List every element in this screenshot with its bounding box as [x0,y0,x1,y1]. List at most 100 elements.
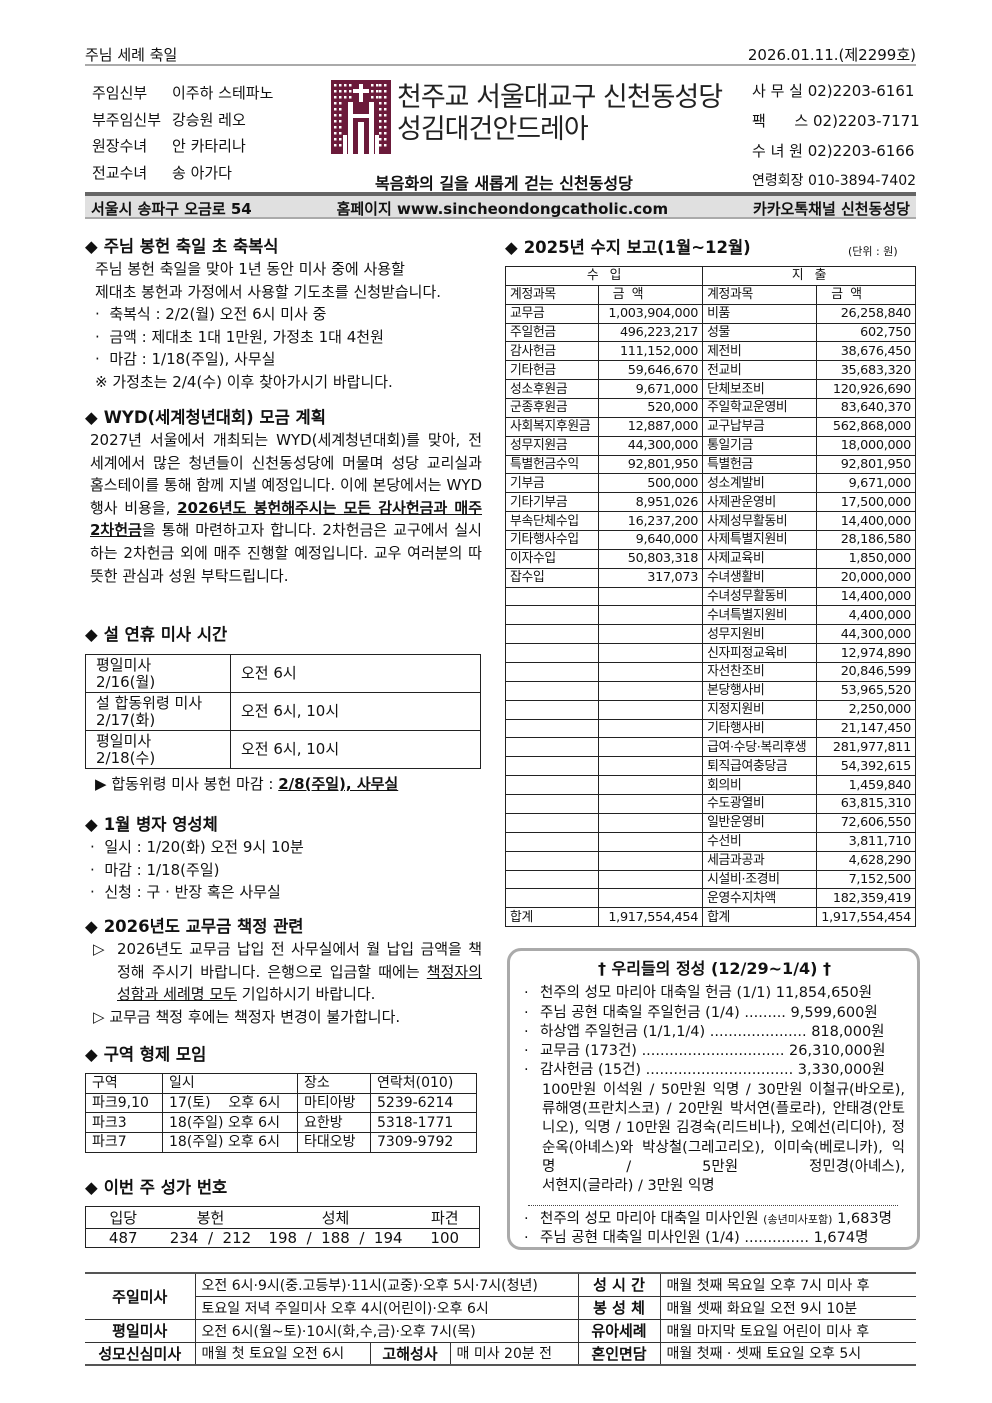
triangle-outline-icon: ▷ [93,1007,105,1026]
finance-unit: (단위 : 원) [848,245,898,258]
table-row: 본당행사비 53,965,520 [505,680,916,701]
table-row: 급여·수당·복리후생 281,977,811 [505,737,916,758]
table-row: 주일헌금 496,223,217 성물 602,750 [505,322,916,343]
income-account [505,699,599,720]
item-text: 천주의 성모 마리아 대축일 헌금 (1/1) 11,854,650원 [540,985,873,1002]
expense-amount: 4,628,290 [816,850,916,871]
income-account [505,869,599,890]
list-item: · 마감 : 1/18(주일), 사무실 [95,350,276,369]
table-row: 특별헌금수익 92,801,950 특별헌금 92,801,950 [505,454,916,475]
district-cell: 타대오방 [297,1132,371,1153]
income-account: 기타행사수입 [505,530,599,550]
list-item: · 주님 공현 대축일 미사인원 (1/4) .............. 1,6… [524,1229,869,1246]
section-heading: ◆ 설 연휴 미사 시간 [85,625,228,644]
income-amount [597,888,704,909]
issue-date: 2026.01.11.(제2299호) [747,46,916,64]
table-row: 평일미사 2/16(월) 오전 6시 [85,654,481,693]
table-row: 시설비·조경비 7,152,500 [505,869,916,890]
expense-account: 기타행사비 [702,718,818,739]
expense-amount: 72,606,550 [816,812,916,833]
district-cell: 파크3 [85,1112,163,1134]
contact-item: 사 무 실 02)2203-6161 [752,82,915,100]
expense-account: 수선비 [702,831,818,852]
section-heading: ◆ 주님 봉헌 축일 초 축복식 [85,237,279,256]
district-cell: 5318-1771 [370,1112,477,1134]
church-logo-icon [331,80,391,154]
expense-amount: 21,147,450 [816,718,916,739]
income-account: 감사헌금 [505,341,599,362]
expense-amount: 17,500,000 [816,492,916,513]
table-row: 수녀특별지원비 4,400,000 [505,605,916,626]
item-text: 교무금 (173건) .............................… [540,1043,886,1060]
income-account: 사회복지후원금 [505,416,599,437]
income-amount [597,794,704,814]
expense-account: 시설비·조경비 [702,869,818,890]
expense-amount: 120,926,690 [816,379,916,400]
section-heading: ◆ 구역 형제 모임 [85,1045,207,1064]
expense-account: 본당행사비 [702,680,818,701]
list-item: · 하상앱 주일헌금 (1/1,1/4) ....................… [524,1023,905,1042]
homepage-link[interactable]: 홈페이지 www.sincheondongcatholic.com [336,200,669,218]
table-header-row: 구역 일시 장소 연락처(010) [85,1073,477,1094]
expense-amount: 20,000,000 [816,567,916,588]
income-amount [597,643,704,664]
district-section: ◆ 구역 형제 모임 구역 일시 장소 연락처(010) 파크9,10 17(토) 오후 … [85,1044,482,1153]
expense-account: 통일기금 [702,435,818,456]
table-row: 잡수입 317,073 수녀생활비 20,000,000 [505,567,916,588]
income-amount: 16,237,200 [597,511,704,532]
expense-account: 교구납부금 [702,416,818,437]
table-row: 파크7 18(주일) 오후 6시 타대오방 7309-9792 [85,1132,477,1153]
income-amount [597,624,704,645]
income-account: 이자수입 [505,548,599,569]
total-row: 합계 1,917,554,454 합계 1,917,554,454 [505,907,916,928]
table-row: 신자피정교육비 12,974,890 [505,643,916,664]
expense-amount: 20,846,599 [816,662,916,682]
income-account: 성무지원금 [505,435,599,456]
list-item: · 마감 : 1/18(주일) [90,860,220,879]
lunar-note: ▶ 합동위령 미사 봉헌 마감 : 2/8(주일), 사무실 [95,775,399,793]
table-header-row: 계정과목 금 액 계정과목 금 액 [505,284,916,305]
diamond-icon: ◆ [85,917,98,936]
list-item: · 교무금 (173건) ............................… [524,1042,905,1061]
bullet: · [524,1004,529,1021]
staff-item: 전교수녀 송 아가다 [92,163,232,182]
income-amount: 9,671,000 [597,379,704,400]
item-text: 하상앱 주일헌금 (1/1,1/4) .....................… [540,1023,885,1040]
staff-item: 주임신부 이주하 스테파노 [92,84,274,102]
item-text: 감사헌금 (15건) .............................… [540,1062,885,1079]
income-account [505,624,599,645]
bullet: · [524,1043,529,1060]
list-item: · 천주의 성모 마리아 대축일 미사인원 (송년미사포함) 1,683명 [524,1210,892,1227]
income-amount [597,850,704,871]
dotted-divider [528,1204,898,1206]
income-amount: 520,000 [597,398,704,418]
list-item: · 감사헌금 (15건) ............................… [524,1061,905,1080]
income-amount [597,718,704,739]
list-item: · 주님 공현 대축일 주일헌금 (1/4) ......... 9,599,60… [524,1004,905,1023]
candle-section: ◆ 주님 봉헌 축일 초 축복식 주님 봉헌 축일을 맞아 1년 동안 미사 중에… [85,236,482,394]
diamond-icon: ◆ [85,625,98,644]
hymns-section: ◆ 이번 주 성가 번호 입당 봉헌 성체 파견 487 234 / 212 198 / 1… [85,1177,482,1248]
section-heading: ◆ 2026년도 교무금 책정 관련 [85,917,304,936]
table-row: 토요일 저녁 주일미사 오후 4시(어린이)·오후 6시 봉 성 체 매월 셋째… [85,1295,916,1320]
table-row: 기타행사수입 9,640,000 사제특별지원비 28,186,580 [505,530,916,550]
income-amount [597,812,704,833]
triangle-icon: ▶ [95,775,107,793]
table-row: 세금과공과 4,628,290 [505,850,916,871]
diamond-icon: ◆ [85,1178,98,1197]
wyd-paragraph: 2027년 서울에서 개최되는 WYD(세계청년대회)를 맞아, 전 세계에서 … [90,431,482,585]
expense-account: 전교비 [702,360,818,381]
expense-amount: 26,258,840 [816,303,916,324]
finance-heading: ◆ 2025년 수지 보고(1월~12월) [505,238,751,257]
income-account [505,680,599,701]
contact-item: 연령회장 010-3894-7402 [752,173,917,189]
table-row: 수녀성무활동비 14,400,000 [505,586,916,607]
table-row: 기부금 500,000 성소계발비 9,671,000 [505,473,916,494]
diamond-icon: ◆ [505,238,518,257]
income-amount: 317,073 [597,567,704,588]
table-row: 설 합동위령 미사 2/17(화) 오전 6시, 10시 [85,692,481,731]
income-account: 특별헌금수익 [505,454,599,475]
district-cell: 5239-6214 [370,1092,477,1114]
note: ※ 가정초는 2/4(수) 이후 찾아가시기 바랍니다. [95,372,393,391]
income-account: 기타기부금 [505,492,599,513]
